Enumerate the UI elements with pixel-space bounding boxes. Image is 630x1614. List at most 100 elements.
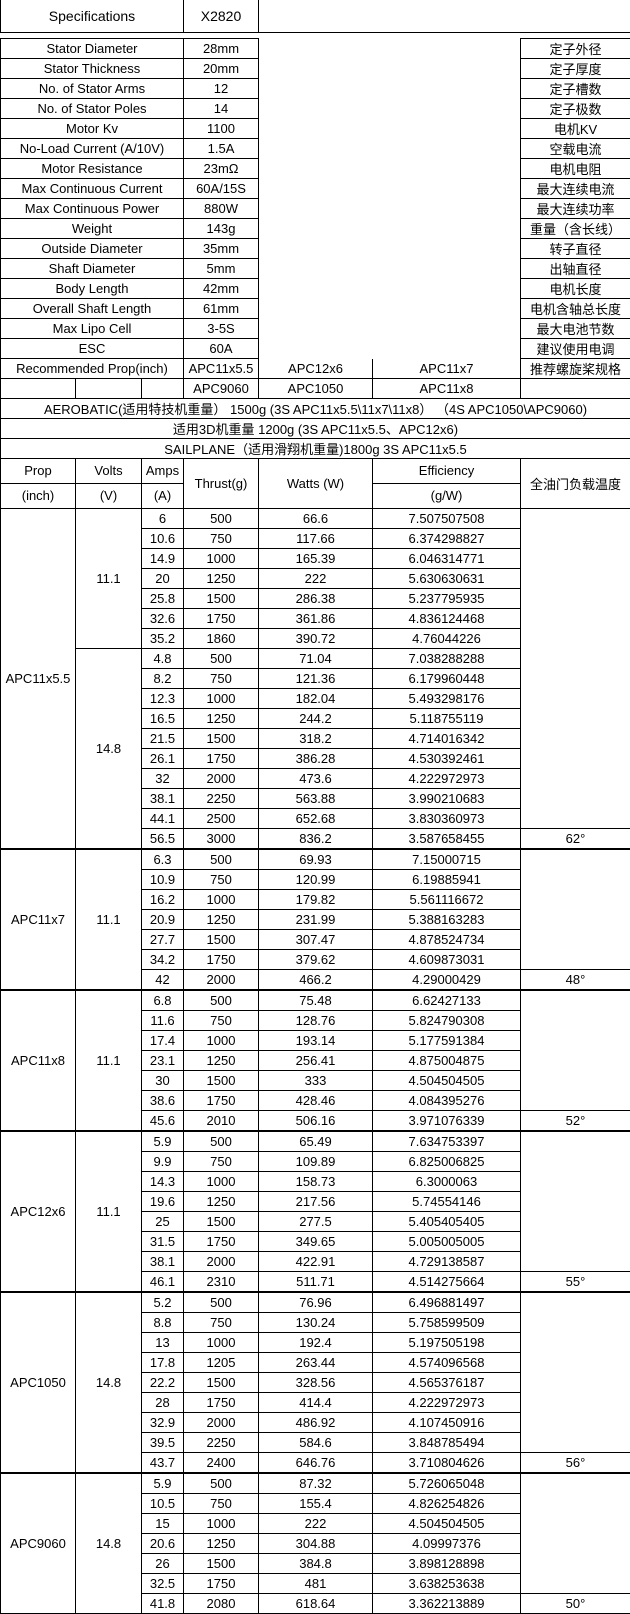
- amps-cell: 19.6: [142, 1191, 184, 1211]
- thrust-cell: 2250: [184, 788, 259, 808]
- header-amps-unit: (A): [142, 483, 184, 508]
- thrust-cell: 750: [184, 1010, 259, 1030]
- efficiency-cell: 5.630630631: [373, 568, 521, 588]
- efficiency-cell: 4.530392461: [373, 748, 521, 768]
- note-3d: 适用3D机重量 1200g (3S APC11x5.5、APC12x6): [1, 418, 630, 438]
- watts-cell: 286.38: [259, 588, 373, 608]
- efficiency-cell: 5.824790308: [373, 1010, 521, 1030]
- spec-value: 1.5A: [184, 139, 259, 159]
- thrust-cell: 1000: [184, 688, 259, 708]
- watts-cell: 87.32: [259, 1473, 373, 1494]
- temp-cell: 50°: [521, 1593, 630, 1613]
- spec-header-label: Specifications: [1, 0, 184, 33]
- watts-cell: 349.65: [259, 1231, 373, 1251]
- spec-value: 880W: [184, 199, 259, 219]
- spec-header-model: X2820: [184, 0, 259, 33]
- efficiency-cell: 3.898128898: [373, 1553, 521, 1573]
- spec-label-cn: 出轴直径: [521, 259, 630, 279]
- amps-cell: 10.5: [142, 1493, 184, 1513]
- header-amps: Amps: [142, 459, 184, 484]
- efficiency-cell: 5.177591384: [373, 1030, 521, 1050]
- thrust-cell: 2010: [184, 1110, 259, 1131]
- thrust-cell: 750: [184, 668, 259, 688]
- watts-cell: 361.86: [259, 608, 373, 628]
- thrust-cell: 1500: [184, 929, 259, 949]
- header-volts: Volts: [76, 459, 142, 484]
- efficiency-cell: 4.107450916: [373, 1412, 521, 1432]
- header-prop: Prop: [1, 459, 76, 484]
- spec-value: 42mm: [184, 279, 259, 299]
- volts-cell: 14.8: [76, 1473, 142, 1614]
- watts-cell: 120.99: [259, 869, 373, 889]
- thrust-cell: 750: [184, 1312, 259, 1332]
- efficiency-cell: 4.875004875: [373, 1050, 521, 1070]
- watts-cell: 222: [259, 1513, 373, 1533]
- amps-cell: 30: [142, 1070, 184, 1090]
- watts-cell: 217.56: [259, 1191, 373, 1211]
- amps-cell: 43.7: [142, 1452, 184, 1473]
- thrust-cell: 1250: [184, 708, 259, 728]
- empty-cell: [521, 379, 630, 399]
- thrust-cell: 500: [184, 1292, 259, 1313]
- watts-cell: 192.4: [259, 1332, 373, 1352]
- watts-cell: 182.04: [259, 688, 373, 708]
- efficiency-cell: 4.084395276: [373, 1090, 521, 1110]
- spec-value: 5mm: [184, 259, 259, 279]
- amps-cell: 13: [142, 1332, 184, 1352]
- watts-cell: 386.28: [259, 748, 373, 768]
- spec-label-cn: 电机含轴总长度: [521, 299, 630, 319]
- thrust-cell: 2310: [184, 1271, 259, 1292]
- thrust-cell: 750: [184, 869, 259, 889]
- efficiency-cell: 5.726065048: [373, 1473, 521, 1494]
- spec-label: Shaft Diameter: [1, 259, 184, 279]
- efficiency-cell: 6.19885941: [373, 869, 521, 889]
- amps-cell: 16.2: [142, 889, 184, 909]
- watts-cell: 428.46: [259, 1090, 373, 1110]
- spec-value: 3-5S: [184, 319, 259, 339]
- watts-cell: 618.64: [259, 1593, 373, 1613]
- thrust-cell: 2000: [184, 768, 259, 788]
- thrust-cell: 1500: [184, 588, 259, 608]
- amps-cell: 14.9: [142, 548, 184, 568]
- efficiency-cell: 5.758599509: [373, 1312, 521, 1332]
- watts-cell: 646.76: [259, 1452, 373, 1473]
- thrust-cell: 500: [184, 1473, 259, 1494]
- watts-cell: 466.2: [259, 969, 373, 990]
- spec-label-cn: 建议使用电调: [521, 339, 630, 359]
- amps-cell: 4.8: [142, 648, 184, 668]
- efficiency-cell: 3.971076339: [373, 1110, 521, 1131]
- temp-blank-cell: [521, 1473, 630, 1594]
- spec-label-cn: 定子厚度: [521, 59, 630, 79]
- volts-cell: 11.1: [76, 508, 142, 648]
- header-efficiency: Efficiency: [373, 459, 521, 484]
- efficiency-cell: 4.504504505: [373, 1070, 521, 1090]
- amps-cell: 8.2: [142, 668, 184, 688]
- thrust-cell: 1750: [184, 1231, 259, 1251]
- spec-label: Motor Resistance: [1, 159, 184, 179]
- thrust-cell: 3000: [184, 828, 259, 849]
- efficiency-cell: 6.374298827: [373, 528, 521, 548]
- thrust-cell: 1250: [184, 909, 259, 929]
- thrust-cell: 1000: [184, 889, 259, 909]
- amps-cell: 41.8: [142, 1593, 184, 1613]
- amps-cell: 10.6: [142, 528, 184, 548]
- amps-cell: 42: [142, 969, 184, 990]
- thrust-cell: 1000: [184, 548, 259, 568]
- efficiency-cell: 3.587658455: [373, 828, 521, 849]
- watts-cell: 304.88: [259, 1533, 373, 1553]
- amps-cell: 6: [142, 508, 184, 528]
- watts-cell: 121.36: [259, 668, 373, 688]
- thrust-cell: 750: [184, 528, 259, 548]
- thrust-cell: 1750: [184, 1573, 259, 1593]
- watts-cell: 481: [259, 1573, 373, 1593]
- amps-cell: 27.7: [142, 929, 184, 949]
- thrust-cell: 1750: [184, 608, 259, 628]
- watts-cell: 390.72: [259, 628, 373, 648]
- spec-value: 61mm: [184, 299, 259, 319]
- spec-label-cn: 最大连续功率: [521, 199, 630, 219]
- spec-header-blank: [259, 0, 630, 33]
- watts-cell: 179.82: [259, 889, 373, 909]
